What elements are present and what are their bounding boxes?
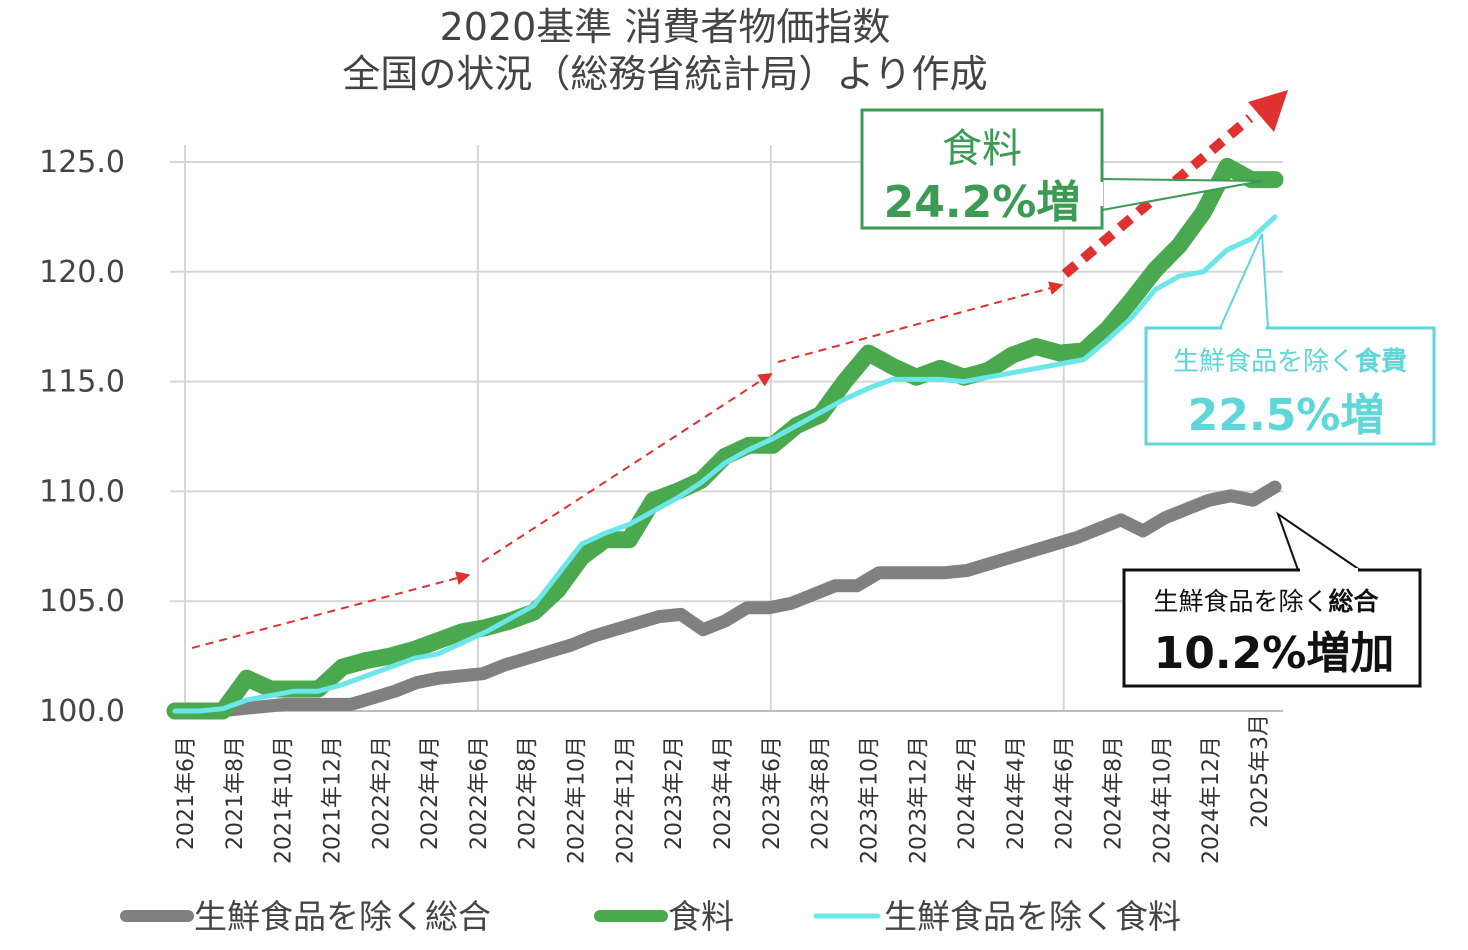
trend-arrow-big-head xyxy=(1248,90,1288,132)
x-tick-label: 2024年12月 xyxy=(1199,736,1224,864)
annotation-food-ex-fresh: 生鮮食品を除く食費 22.5%増 xyxy=(1144,233,1436,446)
annotation-food-value: 24.2%増 xyxy=(884,177,1081,228)
x-tick-label: 2024年2月 xyxy=(955,736,980,850)
x-tick-label: 2022年2月 xyxy=(369,736,394,850)
x-tick-label: 2022年12月 xyxy=(613,736,638,864)
x-tick-label: 2024年10月 xyxy=(1150,736,1175,864)
x-tick-label: 2023年12月 xyxy=(906,736,931,864)
x-tick-label: 2023年2月 xyxy=(662,736,687,850)
legend-label-food-ex-fresh: 生鮮食品を除く食料 xyxy=(884,897,1181,936)
trend-arrow-3 xyxy=(777,281,1064,363)
annotation-core-box xyxy=(1122,568,1422,688)
x-tick-label: 2021年8月 xyxy=(223,736,248,850)
annotation-food-ex-fresh-label-bold: 食費 xyxy=(1355,346,1407,377)
annotation-food-ex-fresh-label: 生鮮食品を除く食費 xyxy=(1173,346,1407,377)
series-lines xyxy=(166,157,1284,720)
annotation-food-ex-fresh-box xyxy=(1144,326,1436,446)
x-tick-label-suffix: 月 xyxy=(1247,714,1272,736)
x-tick-label: 2024年8月 xyxy=(1102,736,1127,850)
trend-arrow-1 xyxy=(191,571,471,649)
x-tick-label: 2021年12月 xyxy=(320,736,345,864)
series-line-2 xyxy=(172,214,1278,714)
legend-item-food-ex-fresh: 生鮮食品を除く食料 xyxy=(813,897,1181,936)
series-line-1 xyxy=(166,157,1284,720)
x-tick-label: 2024年4月 xyxy=(1004,736,1029,850)
x-tick-label: 2021年6月 xyxy=(174,736,199,850)
x-tick-label: 2023年10月 xyxy=(857,736,882,864)
annotation-core-label-plain: 生鮮食品を除く xyxy=(1153,587,1328,616)
annotation-food-label: 食料 xyxy=(942,126,1022,172)
annotation-food-ex-fresh-label-plain: 生鮮食品を除く xyxy=(1173,347,1355,377)
annotation-food-callout xyxy=(1101,177,1263,212)
annotation-food-box xyxy=(860,108,1104,230)
x-tick-label: 2023年4月 xyxy=(711,736,736,850)
annotation-core: 生鮮食品を除く総合 10.2%増加 xyxy=(1122,511,1422,688)
legend-item-food: 食料 xyxy=(594,897,734,936)
annotation-core-callout xyxy=(1276,511,1364,571)
y-tick-label: 105.0 xyxy=(39,584,125,619)
annotation-core-label: 生鮮食品を除く総合 xyxy=(1153,587,1379,616)
annotation-core-value: 10.2%増加 xyxy=(1154,628,1395,679)
x-tick-label: 2023年8月 xyxy=(809,736,834,850)
legend-item-core: 生鮮食品を除く総合 xyxy=(120,897,491,936)
legend: 生鮮食品を除く総合 食料 生鮮食品を除く食料 xyxy=(120,897,1181,936)
y-tick-label: 125.0 xyxy=(39,145,125,180)
y-axis-ticks: 100.0 105.0 110.0 115.0 120.0 125.0 xyxy=(39,145,125,729)
chart-title-line-2: 全国の状況（総務省統計局）より作成 xyxy=(342,52,987,96)
annotation-core-label-bold: 総合 xyxy=(1329,587,1380,616)
annotation-food: 食料 24.2%増 xyxy=(860,108,1263,230)
x-tick-label: 2024年6月 xyxy=(1053,736,1078,850)
y-tick-label: 115.0 xyxy=(39,365,125,400)
x-tick-label: 2023年6月 xyxy=(760,736,785,850)
x-tick-label: 2022年6月 xyxy=(467,736,492,850)
x-tick-label: 2025年3 xyxy=(1248,736,1273,828)
trend-arrow-2 xyxy=(481,372,773,563)
y-tick-label: 110.0 xyxy=(39,474,125,509)
y-tick-label: 120.0 xyxy=(39,255,125,290)
x-tick-label: 2022年4月 xyxy=(418,736,443,850)
trend-arrows xyxy=(191,90,1288,649)
annotation-food-ex-fresh-value: 22.5%増 xyxy=(1188,390,1385,441)
legend-label-food: 食料 xyxy=(668,897,734,936)
x-tick-label: 2022年8月 xyxy=(516,736,541,850)
gridlines xyxy=(170,145,1283,712)
chart-title-line-1: 2020基準 消費者物価指数 xyxy=(440,5,891,49)
legend-label-core: 生鮮食品を除く総合 xyxy=(194,897,491,936)
series-line-0 xyxy=(168,480,1282,718)
y-tick-label: 100.0 xyxy=(39,694,125,729)
x-tick-label: 2021年10月 xyxy=(272,736,297,864)
x-tick-label: 2022年10月 xyxy=(565,736,590,864)
x-axis-ticks: 2021年6月 2021年8月 2021年10月 2021年12月 2022年2月 202… xyxy=(174,714,1273,864)
